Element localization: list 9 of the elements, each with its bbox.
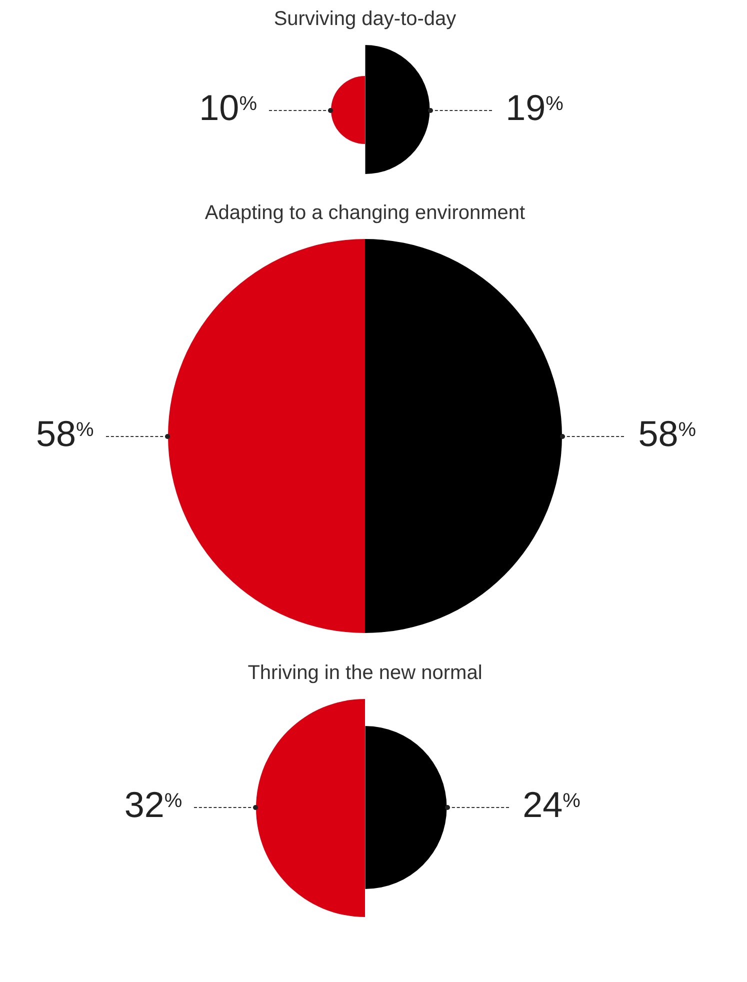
- data-label: 58$^{%}$: [36, 413, 94, 454]
- data-label: 58$^{%}$: [638, 413, 696, 454]
- data-label: 19$^{%}$: [506, 86, 564, 128]
- data-label: 32$^{%}$: [124, 784, 182, 826]
- category-label: Thriving in the new normal: [246, 662, 484, 685]
- data-label: 10$^{%}$: [199, 86, 257, 128]
- category-label: Surviving day-to-day: [272, 8, 458, 31]
- category-label: Adapting to a changing environment: [204, 202, 526, 226]
- data-label: 24$^{%}$: [522, 784, 580, 826]
